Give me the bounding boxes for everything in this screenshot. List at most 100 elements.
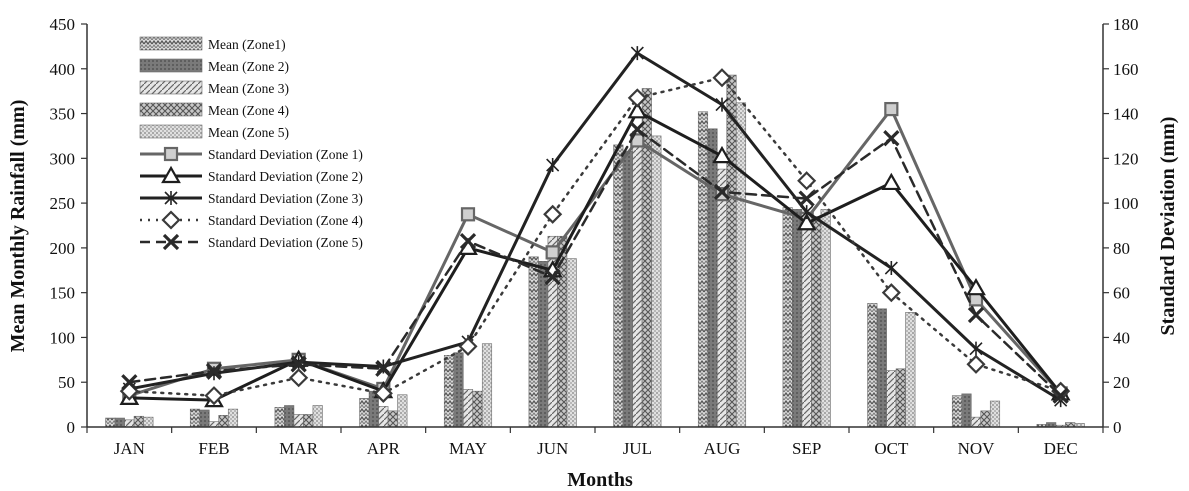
sd-point-zone5-dec: [1052, 387, 1069, 404]
sd-point-zone5-jun: [544, 268, 561, 286]
sd-point-zone2-aug: [712, 145, 732, 164]
sd-line-zone4: [128, 76, 1062, 397]
sd-line-zone5: [128, 127, 1062, 397]
sd-point-zone5-may: [459, 233, 477, 250]
y2-tick-label: 40: [1113, 328, 1130, 347]
sd-point-zone3-jul: [630, 46, 644, 61]
x-tick-label-apr: APR: [367, 439, 401, 458]
bar-zone2-may: [453, 352, 464, 428]
bar-zone2-aug: [707, 128, 718, 428]
y-tick-label: 350: [50, 105, 76, 124]
legend-label: Mean (Zone 3): [208, 81, 289, 96]
sd-point-zone4-may: [458, 336, 478, 356]
sd-point-zone3-aug: [715, 97, 729, 112]
y2-tick-label: 180: [1113, 15, 1139, 34]
legend-swatch-bar-zone2: [139, 58, 203, 73]
bar-zone1-jul: [613, 144, 624, 428]
bar-zone3-jan: [124, 419, 135, 428]
sd-point-zone4-sep: [797, 171, 817, 191]
y2-tick-label: 120: [1113, 149, 1139, 168]
lines-layer: [119, 46, 1071, 408]
x-tick-label-mar: MAR: [279, 439, 318, 458]
x-tick-label-aug: AUG: [704, 439, 741, 458]
x-tick-label-dec: DEC: [1044, 439, 1078, 458]
legend-label: Standard Deviation (Zone 5): [208, 235, 363, 250]
x-tick-label-feb: FEB: [198, 439, 229, 458]
sd-point-zone5-apr: [375, 360, 392, 377]
sd-line-zone2: [127, 109, 1063, 402]
sd-point-zone4-jul: [627, 88, 647, 108]
bar-zone4-aug: [726, 74, 737, 428]
bar-zone4-apr: [387, 410, 398, 428]
y-tick-label: 0: [67, 418, 76, 437]
x-tick-label-oct: OCT: [874, 439, 909, 458]
bar-zone5-apr: [397, 394, 408, 428]
bar-zone3-may: [462, 389, 474, 428]
bars-layer: [105, 74, 1085, 428]
sd-point-zone4-feb: [204, 386, 224, 406]
bar-zone5-feb: [227, 408, 239, 428]
bar-zone4-feb: [218, 415, 229, 428]
legend-swatch-bar-zone4: [139, 102, 203, 117]
bar-zone3-oct: [886, 370, 897, 428]
sd-point-zone3-oct: [884, 261, 898, 276]
legend-swatch-bar-zone1: [139, 36, 203, 51]
bar-zone5-oct: [905, 312, 916, 428]
sd-point-zone5-sep: [798, 190, 815, 207]
y-tick-label: 100: [50, 328, 76, 347]
bar-zone3-jul: [632, 131, 643, 428]
legend-label: Standard Deviation (Zone 3): [208, 191, 363, 206]
sd-point-zone5-feb: [205, 362, 223, 380]
bar-zone5-jan: [143, 416, 154, 428]
bar-zone3-aug: [716, 168, 728, 428]
bar-zone2-jul: [622, 150, 633, 428]
bar-zone4-nov: [980, 410, 991, 428]
y-tick-label: 200: [50, 239, 76, 258]
bar-zone2-oct: [876, 308, 887, 428]
sd-point-zone1-may: [460, 207, 476, 222]
bar-zone4-jan: [133, 415, 144, 428]
bar-zone1-may: [443, 355, 455, 428]
y2-tick-label: 160: [1113, 60, 1139, 79]
bar-zone2-mar: [284, 405, 295, 428]
y2-tick-label: 140: [1113, 105, 1139, 124]
sd-point-zone4-jun: [543, 204, 563, 224]
sd-point-zone5-aug: [713, 183, 731, 201]
legend-marker-zone4: [161, 210, 181, 230]
ticks-layer: 0 50 100 150 200 250 300 350 400 450 0 20 40 60 80 100 1…: [50, 15, 1139, 458]
bar-zone4-may: [472, 390, 483, 428]
bar-zone3-apr: [378, 406, 389, 428]
sd-point-zone3-nov: [969, 341, 983, 356]
x-tick-label-jul: JUL: [623, 439, 652, 458]
bar-zone5-nov: [989, 400, 1001, 428]
x-tick-label-jun: JUN: [537, 439, 568, 458]
bar-zone5-jul: [651, 135, 662, 428]
sd-line-zone3: [127, 51, 1063, 402]
sd-point-zone2-jul: [627, 101, 648, 119]
bar-zone3-sep: [801, 222, 812, 428]
legend-label: Standard Deviation (Zone 4): [208, 213, 363, 228]
bar-zone1-jan: [105, 417, 116, 428]
legend-label: Mean (Zone 2): [208, 59, 289, 74]
bar-zone1-nov: [951, 395, 963, 428]
bar-zone1-apr: [359, 398, 370, 428]
x-tick-label-may: MAY: [449, 439, 487, 458]
y2-axis-title: Standard Deviation (mm): [1157, 117, 1179, 336]
bar-zone1-feb: [189, 408, 201, 428]
bar-zone5-sep: [820, 209, 831, 428]
legend-label: Mean (Zone 4): [208, 103, 289, 118]
sd-point-zone5-jul: [629, 121, 646, 138]
x-tick-label-nov: NOV: [958, 439, 996, 458]
bar-zone1-mar: [274, 406, 285, 428]
y2-tick-label: 0: [1113, 418, 1122, 437]
bar-zone1-oct: [867, 303, 878, 428]
y-tick-label: 400: [50, 60, 76, 79]
sd-point-zone1-jun: [545, 245, 560, 260]
legend-swatch-bar-zone5: [139, 124, 203, 139]
y-tick-label: 450: [50, 15, 76, 34]
legend-marker-zone5: [162, 233, 180, 251]
sd-point-zone1-oct: [884, 101, 899, 117]
x-tick-label-jan: JAN: [114, 439, 145, 458]
legend-label: Mean (Zone1): [208, 37, 286, 52]
